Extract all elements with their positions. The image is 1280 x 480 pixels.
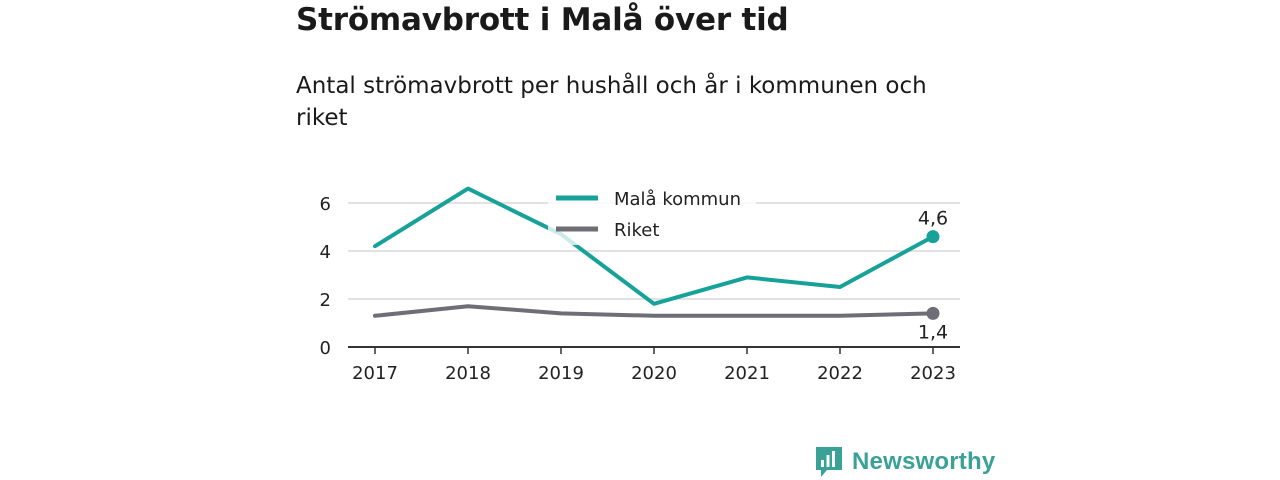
x-tick-label: 2020 <box>631 363 677 384</box>
y-tick-label: 6 <box>320 194 331 215</box>
end-value-label: 1,4 <box>918 321 948 343</box>
newsworthy-logo: Newsworthy <box>814 444 995 480</box>
x-tick-label: 2021 <box>724 363 770 384</box>
y-tick-label: 2 <box>320 290 331 311</box>
legend-label: Riket <box>614 220 659 241</box>
x-tick-label: 2022 <box>817 363 863 384</box>
legend-background <box>548 183 756 245</box>
x-tick-label: 2019 <box>538 363 584 384</box>
brand-name: Newsworthy <box>852 448 996 475</box>
legend-label: Malå kommun <box>614 189 741 210</box>
end-point-marker <box>926 230 940 244</box>
y-tick-label: 0 <box>320 338 331 359</box>
series <box>373 186 940 320</box>
x-tick-label: 2023 <box>910 363 956 384</box>
chart-title: Strömavbrott i Malå över tid <box>296 2 789 38</box>
axes: 0 2 4 6 2017 2018 2019 2020 2021 2022 2023 <box>320 194 960 384</box>
bar-chart-logo-icon <box>816 447 842 477</box>
data-labels: 4,6 1,4 <box>918 208 948 344</box>
legend: Malå kommun Riket <box>548 183 756 245</box>
end-point-marker <box>926 306 940 320</box>
x-tick-label: 2018 <box>445 363 491 384</box>
y-tick-label: 4 <box>320 242 331 263</box>
x-tick-label: 2017 <box>352 363 398 384</box>
chart-subtitle: Antal strömavbrott per hushåll och år i … <box>296 73 927 131</box>
end-value-label: 4,6 <box>918 208 948 230</box>
series-line-1 <box>373 304 935 318</box>
series-line-0 <box>373 186 935 306</box>
